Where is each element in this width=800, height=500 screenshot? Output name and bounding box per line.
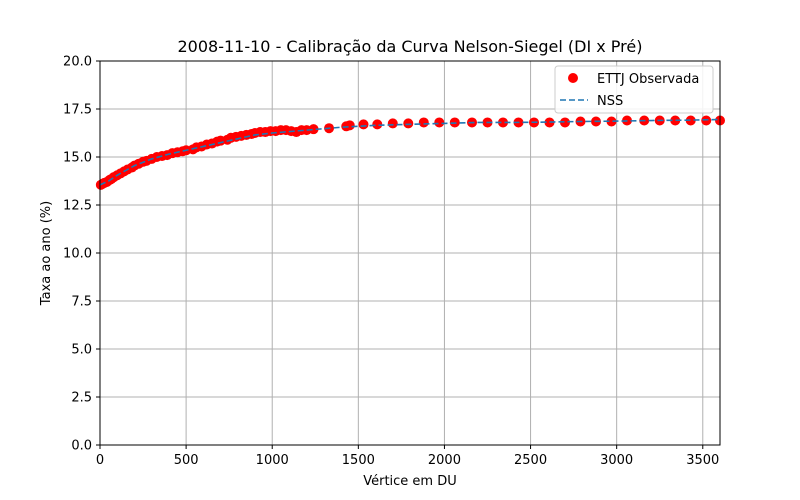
data-point-observada <box>387 118 398 129</box>
data-point-observada <box>670 115 681 126</box>
y-tick-label: 12.5 <box>63 199 92 214</box>
y-tick-label: 5.0 <box>71 343 92 358</box>
data-point-observada <box>498 117 508 128</box>
x-tick-label: 0 <box>96 453 104 468</box>
x-tick-label: 1500 <box>342 453 375 468</box>
x-tick-label: 3500 <box>686 453 719 468</box>
data-point-observada <box>434 117 445 128</box>
chart-title: 2008-11-10 - Calibração da Curva Nelson-… <box>178 37 643 56</box>
y-tick-label: 10.0 <box>63 247 92 262</box>
plot-content <box>95 115 725 190</box>
data-point-observada <box>358 119 369 130</box>
y-axis-label: Taxa ao ano (%) <box>39 201 54 306</box>
legend-label-observada: ETTJ Observada <box>597 72 699 87</box>
x-tick-label: 1000 <box>256 453 289 468</box>
x-tick-label: 2000 <box>428 453 461 468</box>
data-point-observada <box>403 118 414 129</box>
y-tick-label: 2.5 <box>71 391 92 406</box>
legend-box <box>554 65 714 114</box>
x-axis: 0 500 1000 1500 2000 2500 3000 3500 <box>96 445 719 468</box>
data-point-observada <box>560 117 570 128</box>
legend-marker-observada <box>568 73 578 83</box>
y-tick-label: 17.5 <box>63 103 92 118</box>
x-axis-label: Vértice em DU <box>363 474 457 489</box>
y-tick-label: 7.5 <box>71 295 92 310</box>
y-tick-label: 15.0 <box>63 151 92 166</box>
x-tick-label: 2500 <box>514 453 547 468</box>
y-axis: 0.0 2.5 5.0 7.5 10.0 12.5 15.0 17.5 20.0 <box>63 55 100 454</box>
data-point-observada <box>372 119 383 130</box>
y-tick-label: 20.0 <box>63 55 92 70</box>
x-tick-label: 3000 <box>600 453 633 468</box>
legend: ETTJ Observada NSS <box>554 65 714 114</box>
data-point-observada <box>418 117 429 128</box>
data-point-observada <box>308 124 319 135</box>
x-tick-label: 500 <box>174 453 199 468</box>
data-point-observada <box>606 116 617 127</box>
y-tick-label: 0.0 <box>71 439 92 454</box>
legend-label-nss: NSS <box>597 94 623 109</box>
series-line-nss <box>99 118 721 186</box>
data-point-observada <box>344 120 355 131</box>
data-point-observada <box>685 115 696 126</box>
